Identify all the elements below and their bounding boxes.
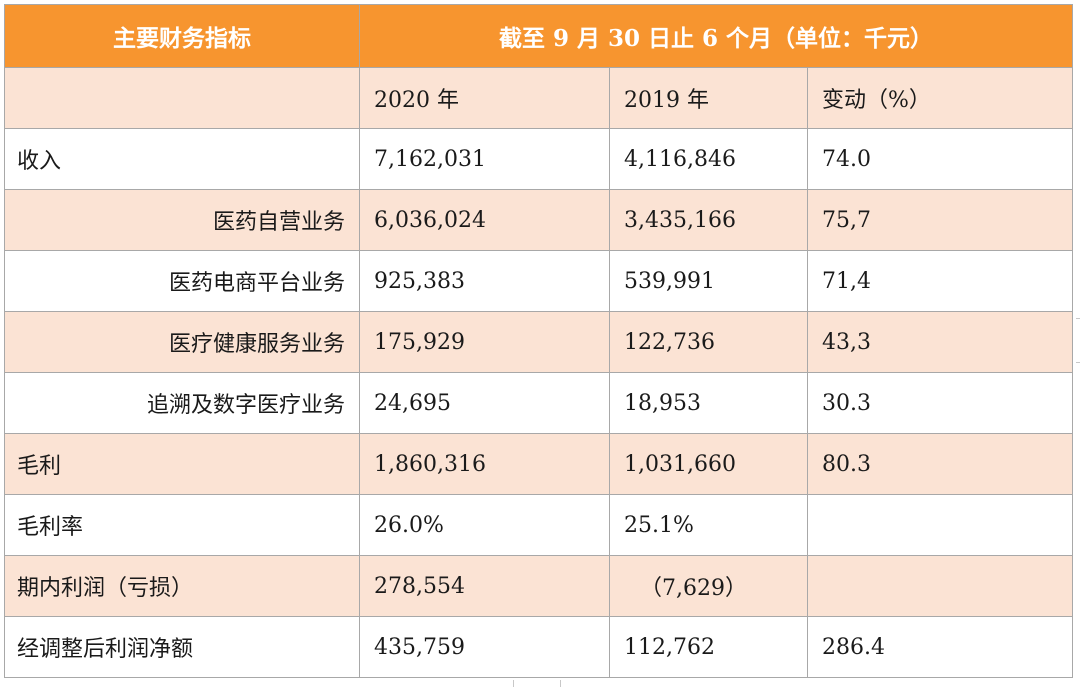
header-period-label: 截至 9 月 30 日止 6 个月（单位：千元） <box>358 4 1074 68</box>
value-2020: 6,036,024 <box>359 189 610 251</box>
row-label: 医疗健康服务业务 <box>4 311 360 373</box>
subheader-2020: 2020 年 <box>359 67 610 129</box>
subheader-label-cell <box>4 67 360 129</box>
row-label: 毛利率 <box>4 494 360 556</box>
page-edge-mark <box>1076 318 1080 319</box>
value-2019: 18,953 <box>609 372 808 434</box>
value-2019: 3,435,166 <box>609 189 808 251</box>
value-2020: 278,554 <box>359 555 610 617</box>
value-2020: 26.0% <box>359 494 610 556</box>
page-edge-mark <box>513 680 514 687</box>
table-row: 医疗健康服务业务 175,929 122,736 43,3 <box>4 311 1074 373</box>
row-label: 医药自营业务 <box>4 189 360 251</box>
table-row: 期内利润（亏损） 278,554 （7,629） <box>4 555 1074 617</box>
financial-indicators-table: 主要财务指标 截至 9 月 30 日止 6 个月（单位：千元） 2020 年 2… <box>4 4 1074 678</box>
value-2019: 122,736 <box>609 311 808 373</box>
table-subheader-row: 2020 年 2019 年 变动（%） <box>4 67 1074 129</box>
row-label: 期内利润（亏损） <box>4 555 360 617</box>
value-change <box>806 494 1074 556</box>
value-2020: 1,860,316 <box>359 433 610 495</box>
value-2019: 112,762 <box>609 616 808 678</box>
table-row: 收入 7,162,031 4,116,846 74.0 <box>4 128 1074 190</box>
value-2020: 24,695 <box>359 372 610 434</box>
value-2019: 1,031,660 <box>609 433 808 495</box>
value-2020: 7,162,031 <box>359 128 610 190</box>
header-indicators-label: 主要财务指标 <box>4 4 360 68</box>
row-label: 收入 <box>4 128 360 190</box>
value-change: 74.0 <box>806 128 1074 190</box>
table-row: 医药自营业务 6,036,024 3,435,166 75,7 <box>4 189 1074 251</box>
value-change: 75,7 <box>806 189 1074 251</box>
table-header-row: 主要财务指标 截至 9 月 30 日止 6 个月（单位：千元） <box>4 4 1074 68</box>
value-change <box>806 555 1074 617</box>
table-row: 毛利率 26.0% 25.1% <box>4 494 1074 556</box>
row-label: 经调整后利润净额 <box>4 616 360 678</box>
value-change: 43,3 <box>806 311 1074 373</box>
table-row: 经调整后利润净额 435,759 112,762 286.4 <box>4 616 1074 678</box>
value-2019: 539,991 <box>609 250 808 312</box>
subheader-change: 变动（%） <box>806 67 1074 129</box>
value-2019: 25.1% <box>609 494 808 556</box>
table-row: 追溯及数字医疗业务 24,695 18,953 30.3 <box>4 372 1074 434</box>
value-change: 71,4 <box>806 250 1074 312</box>
value-change: 30.3 <box>806 372 1074 434</box>
value-2020: 925,383 <box>359 250 610 312</box>
row-label: 毛利 <box>4 433 360 495</box>
table-row: 毛利 1,860,316 1,031,660 80.3 <box>4 433 1074 495</box>
subheader-2019: 2019 年 <box>609 67 808 129</box>
value-2020: 175,929 <box>359 311 610 373</box>
row-label: 追溯及数字医疗业务 <box>4 372 360 434</box>
page-edge-mark <box>1076 362 1080 363</box>
row-label: 医药电商平台业务 <box>4 250 360 312</box>
value-change: 286.4 <box>806 616 1074 678</box>
value-2020: 435,759 <box>359 616 610 678</box>
value-change: 80.3 <box>806 433 1074 495</box>
table-row: 医药电商平台业务 925,383 539,991 71,4 <box>4 250 1074 312</box>
page-edge-mark <box>560 680 561 687</box>
value-2019: （7,629） <box>609 555 808 617</box>
value-2019: 4,116,846 <box>609 128 808 190</box>
